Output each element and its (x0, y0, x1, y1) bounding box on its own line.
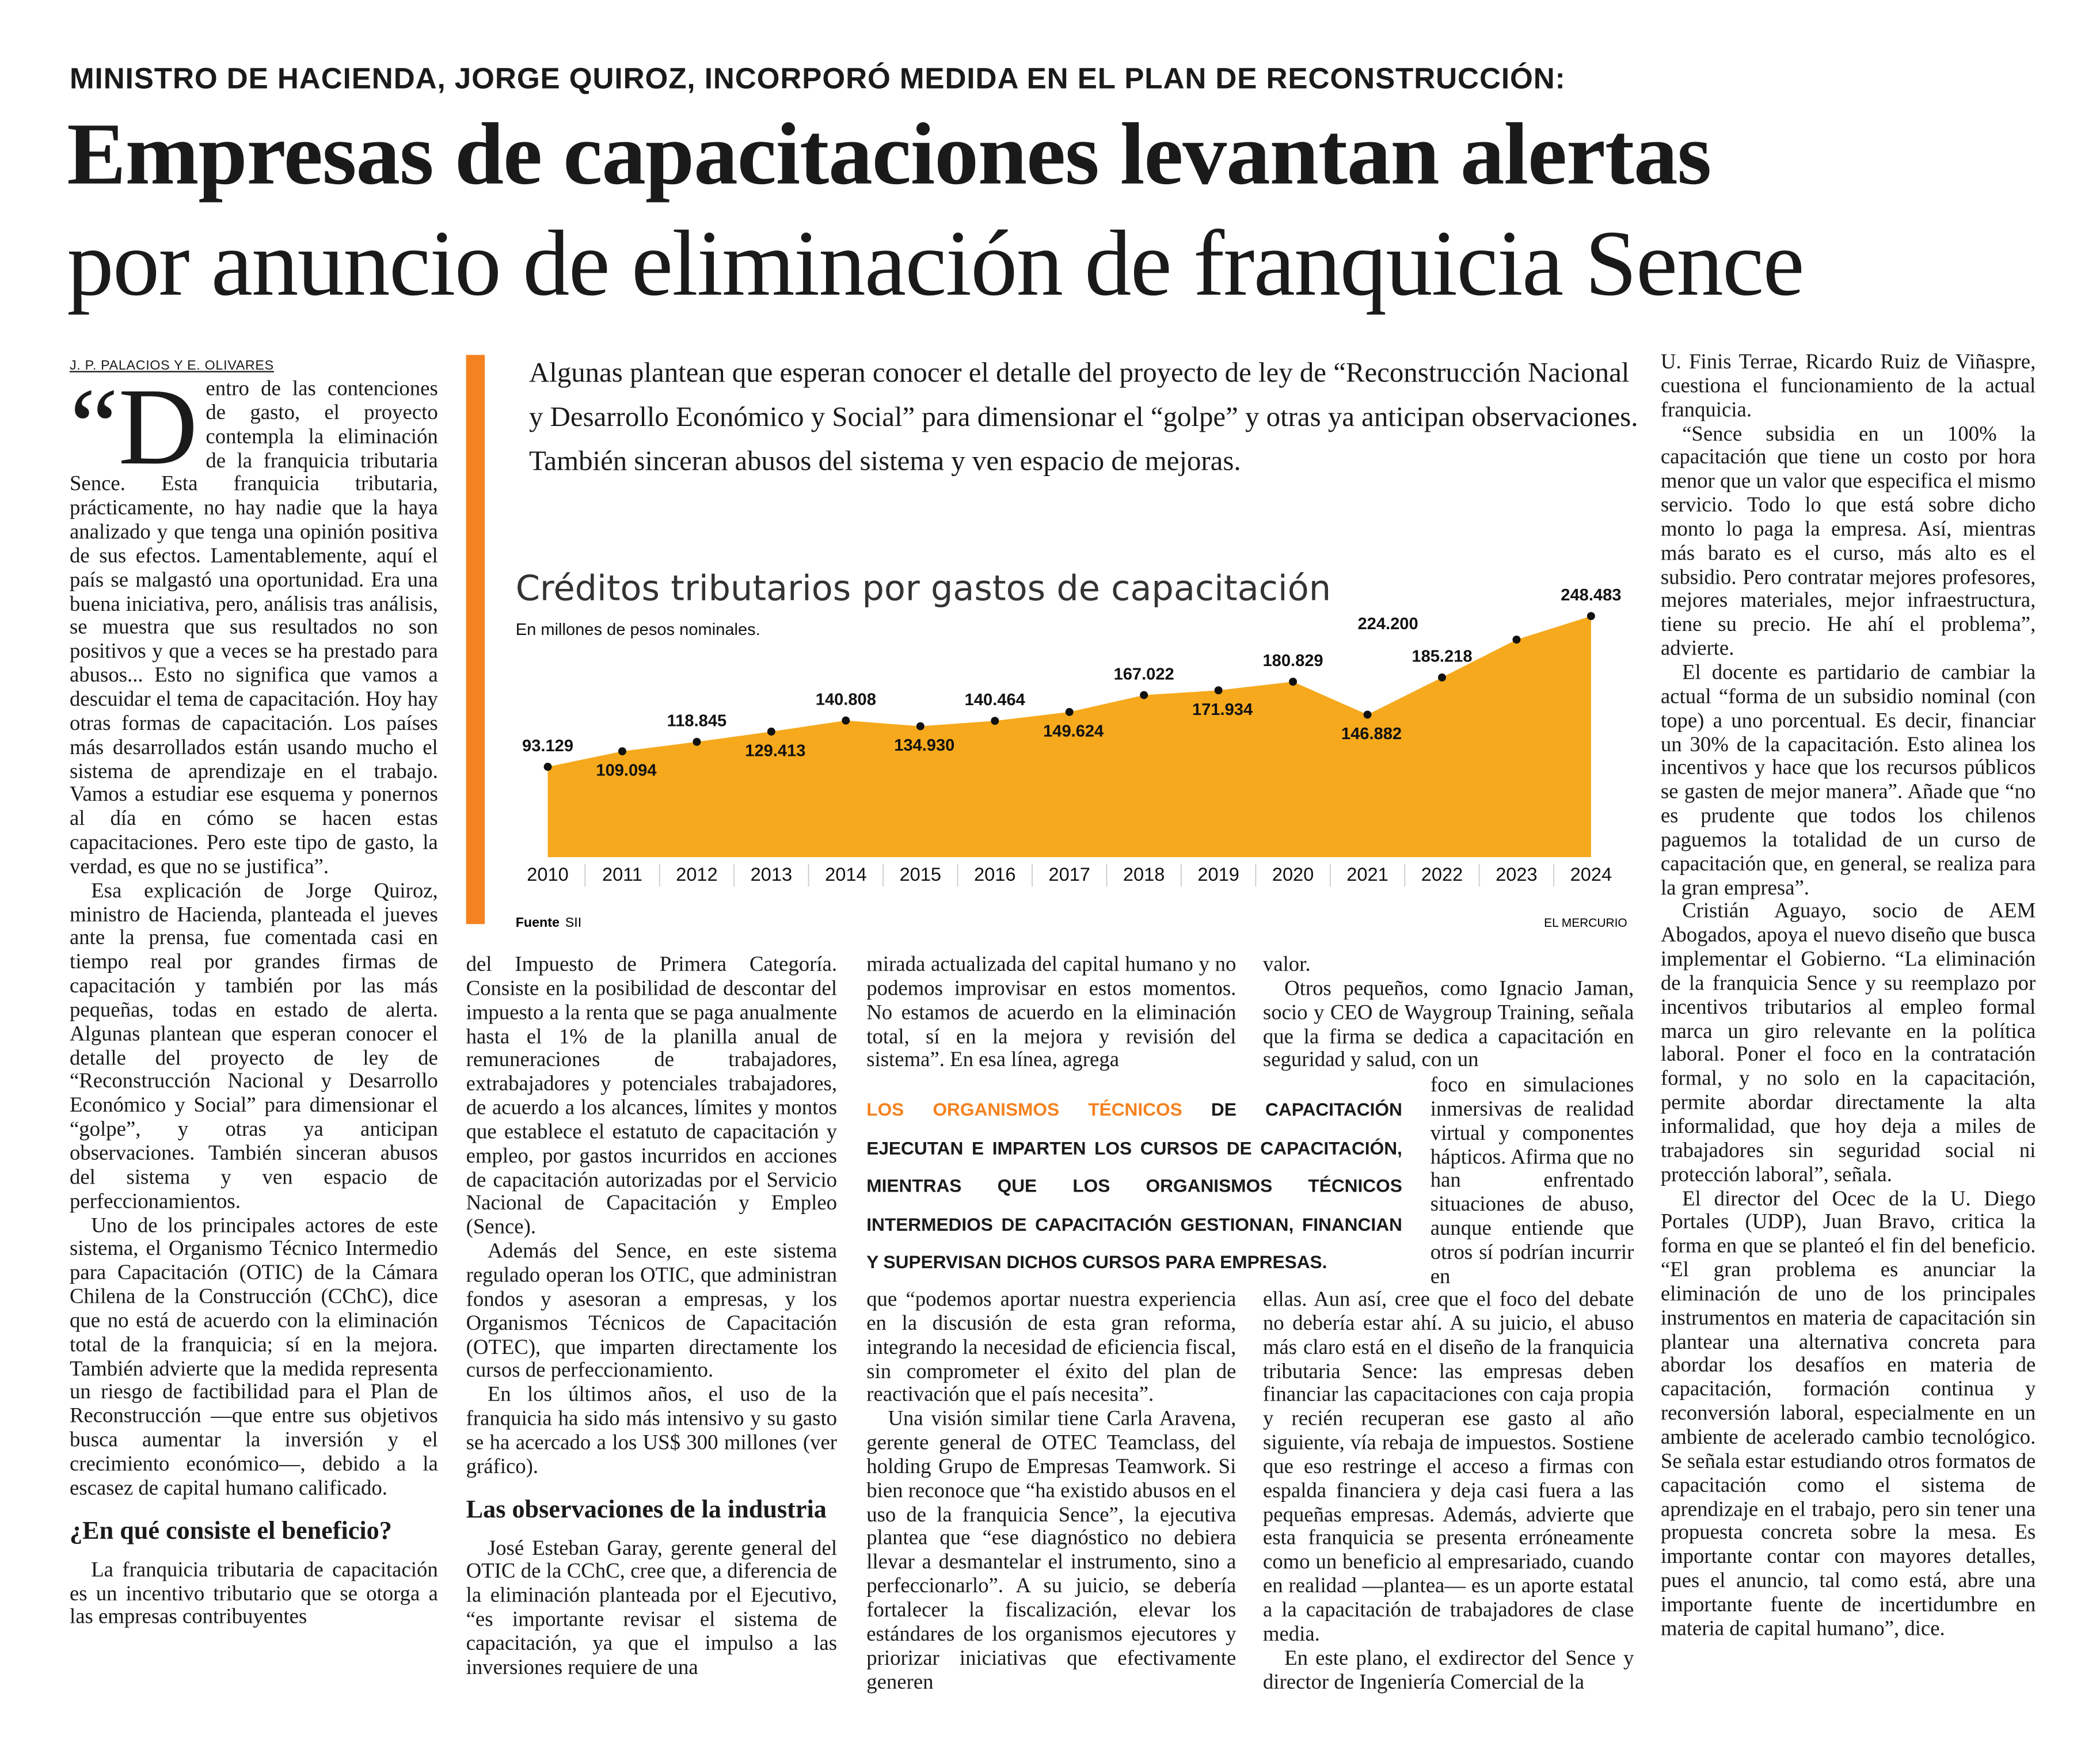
data-label: 134.930 (894, 736, 954, 755)
chart-title: Créditos tributarios por gastos de capac… (516, 568, 1331, 608)
x-tick-label: 2018 (1123, 864, 1165, 885)
data-label: 171.934 (1192, 701, 1253, 719)
x-tick-label: 2017 (1048, 864, 1090, 885)
data-point (1512, 636, 1521, 644)
data-point (1437, 673, 1446, 682)
x-tick-label: 2016 (974, 864, 1015, 885)
column: “Dentro de las contenciones de gasto, el… (69, 366, 438, 1630)
x-tick-label: 2010 (527, 864, 568, 885)
data-point (1140, 691, 1148, 699)
paragraph: El director del Ocec de la U. Diego Port… (1660, 1187, 2036, 1641)
paragraph: que “podemos aportar nuestra experiencia… (866, 1288, 1237, 1407)
paragraph: Una visión similar tiene Carla Aravena, … (866, 1407, 1237, 1694)
data-point (916, 722, 925, 731)
data-label: 180.829 (1263, 652, 1323, 670)
paragraph: valor. (1262, 953, 1311, 977)
x-tick-label: 2019 (1197, 864, 1239, 885)
column: valor. Otros pequeños, como Ignacio Jama… (1263, 953, 1634, 1073)
data-point (618, 747, 626, 756)
byline: J. P. PALACIOS Y E. OLIVARES (69, 359, 274, 374)
area (547, 616, 1591, 857)
source: SII (565, 915, 581, 930)
paragraph: La franquicia tributaria de capacitación… (69, 1558, 438, 1629)
paragraph: Esa explicación de Jorge Quiroz, ministr… (69, 879, 438, 1213)
x-tick-label: 2021 (1346, 864, 1388, 885)
paragraph: del Impuesto de Primera Categoría. Consi… (466, 953, 838, 1239)
paragraph: En los últimos años, el uso de la franqu… (466, 1383, 838, 1478)
data-point (1363, 710, 1372, 719)
data-label: 149.624 (1043, 722, 1104, 740)
data-point (991, 717, 999, 725)
paragraph: Otros pequeños, como Ignacio Jaman, soci… (1262, 977, 1634, 1072)
column: foco en simulaciones inmersivas de reali… (1431, 1074, 1634, 1289)
kicker: MINISTRO DE HACIENDA, JORGE QUIROZ, INCO… (69, 62, 1566, 96)
paragraph: Además del Sence, en este sistema regula… (466, 1240, 838, 1383)
data-point (1587, 612, 1595, 621)
paragraph: José Esteban Garay, gerente general del … (466, 1536, 838, 1679)
column: ellas. Aun así, cree que el foco del deb… (1263, 1288, 1634, 1695)
data-point (543, 763, 552, 771)
paragraph: “Dentro de las contenciones de gasto, el… (69, 366, 438, 878)
paragraph: En este plano, el exdirector del Sence y… (1262, 1646, 1634, 1694)
data-label: 146.882 (1341, 725, 1402, 743)
pullquote-text: DE CAPACITACIÓN EJECUTAN E IMPARTEN LOS … (866, 1100, 1402, 1273)
paragraph: foco en simulaciones inmersivas de reali… (1430, 1074, 1634, 1288)
chart-subtitle: En millones de pesos nominales. (516, 621, 760, 639)
headline: por anuncio de eliminación de franquicia… (67, 212, 1804, 317)
data-label: 118.845 (667, 712, 727, 730)
x-tick-label: 2015 (900, 864, 941, 885)
headline: Empresas de capacitaciones levantan aler… (67, 105, 1711, 204)
paragraph: “Sence subsidia en un 100% la capacitaci… (1660, 423, 2036, 661)
data-label: 224.200 (1358, 615, 1418, 633)
pullquote-highlight: LOS ORGANISMOS TÉCNICOS (866, 1100, 1182, 1120)
paragraph: Uno de los principales actores de este s… (69, 1214, 438, 1500)
data-label: 140.464 (965, 691, 1026, 709)
x-tick-label: 2022 (1421, 864, 1463, 885)
data-point (842, 716, 850, 725)
paragraph: U. Finis Terrae, Ricardo Ruiz de Viñaspr… (1660, 351, 2036, 422)
column: del Impuesto de Primera Categoría. Consi… (466, 953, 837, 1680)
data-point (1289, 678, 1298, 686)
paragraph: El docente es partidario de cambiar la a… (1660, 661, 2036, 900)
x-tick-label: 2014 (825, 864, 866, 885)
lead: Algunas plantean que esperan conocer el … (528, 356, 1638, 477)
pullquote: LOS ORGANISMOS TÉCNICOS DE CAPACITACIÓN … (866, 1091, 1402, 1283)
data-label: 167.022 (1114, 665, 1174, 683)
x-tick-label: 2013 (751, 864, 792, 885)
data-label: 140.808 (816, 690, 876, 709)
column: U. Finis Terrae, Ricardo Ruiz de Viñaspr… (1661, 351, 2036, 1642)
x-tick-label: 2024 (1570, 864, 1612, 885)
column: mirada actualizada del capital humano y … (866, 953, 1236, 1073)
credit: EL MERCURIO (1544, 916, 1627, 930)
data-point (693, 737, 701, 746)
x-tick-label: 2020 (1272, 864, 1314, 885)
data-label: 129.413 (745, 741, 805, 760)
x-tick-label: 2012 (676, 864, 717, 885)
source-label: Fuente (516, 915, 560, 930)
x-tick-label: 2011 (602, 864, 642, 885)
subhead: Las observaciones de la industria (466, 1495, 827, 1524)
data-point (767, 727, 775, 736)
data-label: 93.129 (522, 737, 573, 755)
subhead: ¿En qué consiste el beneficio? (69, 1517, 392, 1545)
paragraph: ellas. Aun así, cree que el foco del deb… (1262, 1288, 1634, 1646)
column: que “podemos aportar nuestra experiencia… (866, 1288, 1236, 1695)
data-point (1065, 707, 1074, 716)
paragraph: mirada actualizada del capital humano y … (866, 953, 1237, 1072)
data-label: 248.483 (1561, 586, 1621, 604)
accent-bar (466, 355, 485, 925)
chart: Créditos tributarios por gastos de capac… (516, 568, 1627, 930)
data-label: 185.218 (1412, 648, 1472, 666)
x-tick-label: 2023 (1496, 864, 1537, 885)
data-point (1214, 686, 1223, 695)
paragraph: Cristián Aguayo, socio de AEM Abogados, … (1660, 900, 2036, 1186)
data-label: 109.094 (596, 762, 657, 780)
